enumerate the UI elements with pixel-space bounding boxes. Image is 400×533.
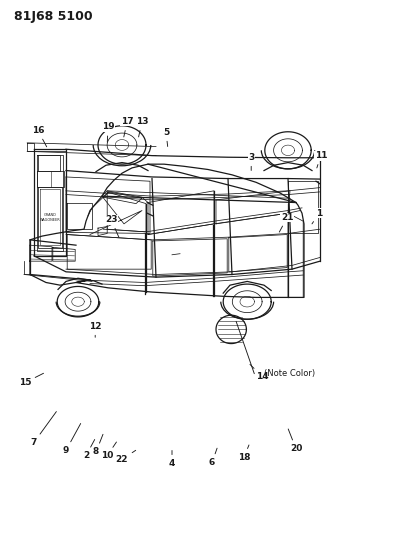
Text: 3: 3: [248, 153, 254, 171]
Text: 18: 18: [238, 445, 250, 462]
Text: 5: 5: [163, 128, 169, 147]
Text: 11: 11: [314, 151, 327, 168]
Text: GRAND
WAGONEER: GRAND WAGONEER: [40, 213, 60, 222]
Text: 22: 22: [116, 450, 136, 464]
Text: (Note Color): (Note Color): [264, 369, 315, 377]
Text: 1: 1: [312, 209, 322, 224]
Text: 19: 19: [102, 123, 114, 142]
Text: 16: 16: [32, 126, 47, 147]
Text: 2: 2: [83, 440, 95, 460]
Text: 7: 7: [31, 411, 56, 447]
Text: 12: 12: [89, 322, 102, 337]
Text: 10: 10: [101, 442, 116, 460]
Text: 9: 9: [63, 424, 81, 455]
Text: 14: 14: [250, 365, 268, 381]
Text: 23: 23: [105, 215, 119, 237]
Text: 21: 21: [279, 213, 294, 232]
Text: 17: 17: [121, 117, 134, 137]
Text: 20: 20: [288, 429, 302, 453]
Text: 15: 15: [18, 373, 44, 387]
Text: 8: 8: [93, 434, 103, 456]
Text: 4: 4: [169, 450, 175, 468]
Text: 13: 13: [136, 117, 148, 137]
Text: 6: 6: [209, 448, 217, 467]
Text: 81J68 5100: 81J68 5100: [14, 10, 93, 22]
